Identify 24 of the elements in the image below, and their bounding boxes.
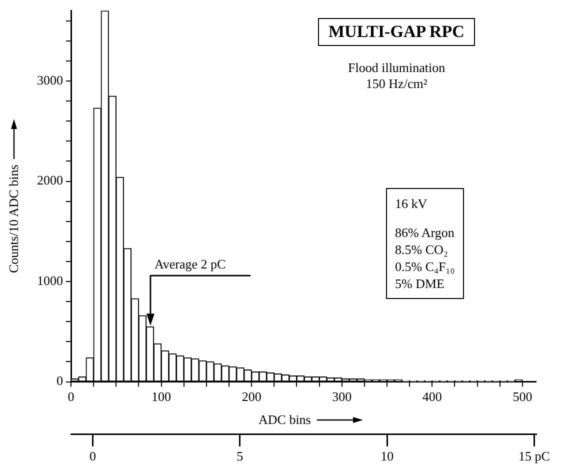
text: MULTI-GAP RPC	[318, 18, 476, 46]
annotation: 16 kV	[395, 195, 428, 212]
annotation: Average 2 pC	[154, 256, 226, 272]
x-tick-label: 300	[332, 389, 352, 404]
y-tick-label: 0	[56, 373, 63, 388]
x-tick-label: 500	[512, 389, 532, 404]
x2-tick-label: 15 pC	[518, 448, 550, 464]
x-axis-title: ADC bins	[258, 412, 311, 428]
annotation: 86% Argon	[395, 224, 455, 241]
annotation: 5% DME	[395, 275, 446, 292]
y-tick-label: 1000	[37, 272, 63, 288]
annotation: 8.5% CO₂	[395, 241, 449, 258]
x-tick-label: 200	[242, 389, 262, 404]
x2-tick-label: 0	[90, 448, 96, 464]
x2-tick-label: 5	[236, 448, 244, 464]
text: Flood illumination 150 Hz/cm²	[348, 60, 446, 92]
y-tick-label: 3000	[37, 72, 63, 88]
y-tick-label: 2000	[37, 172, 63, 188]
x2-tick-label: 10	[380, 448, 394, 464]
annotation: 0.5% C₄F₁₀	[395, 258, 455, 275]
y-axis-title: Counts/10 ADC bins	[6, 164, 22, 274]
x-tick-label: 400	[422, 389, 442, 404]
x-tick-label: 0	[68, 389, 74, 404]
x-tick-label: 100	[152, 389, 172, 404]
